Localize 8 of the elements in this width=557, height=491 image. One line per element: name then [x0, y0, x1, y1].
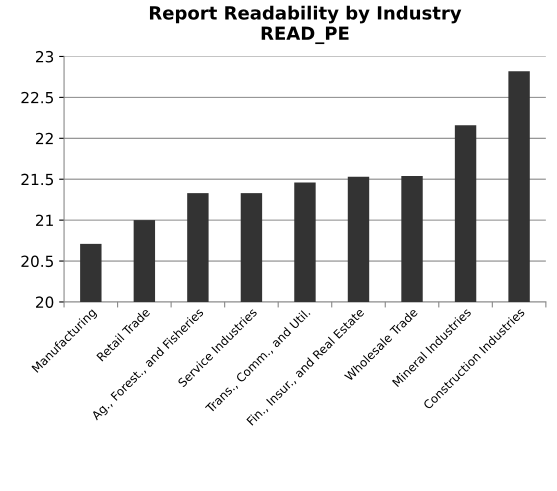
y-tick-label: 20 [36, 296, 54, 308]
y-tick-label: 21 [36, 214, 53, 226]
y-tick-label: 21.5 [21, 174, 53, 186]
y-tick-label: 22.5 [21, 92, 53, 104]
chart-title: Report Readability by Industry READ_PE [150, 6, 462, 44]
y-tick-label: 23 [36, 50, 54, 62]
y-tick-label: 20.5 [21, 256, 53, 268]
y-tick-label: 22 [36, 132, 53, 144]
